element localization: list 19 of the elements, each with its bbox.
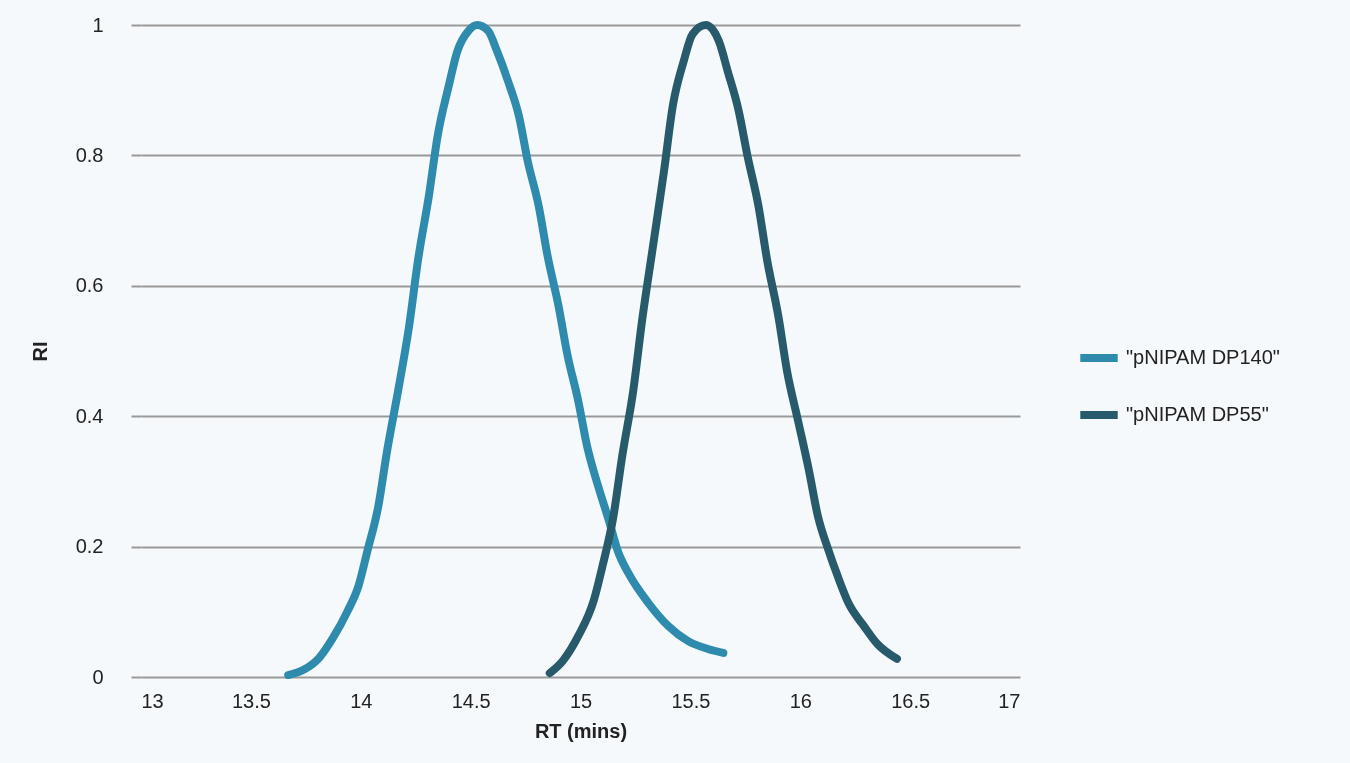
x-tick-label: 16.5 [891, 689, 931, 712]
y-tick-label: 0.2 [75, 535, 104, 558]
x-tick-label: 13 [141, 689, 164, 712]
legend-label: "pNIPAM DP55" [1126, 403, 1269, 425]
x-tick-label: 17 [998, 689, 1021, 712]
y-tick-label: 0.4 [75, 404, 104, 427]
y-tick-label: 0 [92, 665, 104, 688]
x-tick-label: 16 [789, 689, 812, 712]
x-tick-label: 14 [350, 689, 373, 712]
y-tick-label: 0.8 [75, 143, 104, 166]
x-tick-label: 15.5 [671, 689, 711, 712]
y-axis-title: RI [28, 341, 51, 362]
x-axis-title: RT (mins) [534, 719, 628, 742]
y-tick-label: 0.6 [75, 274, 104, 297]
x-tick-label: 13.5 [231, 689, 271, 712]
x-tick-label: 14.5 [451, 689, 491, 712]
x-tick-label: 15 [569, 689, 593, 712]
legend-label: "pNIPAM DP140" [1126, 346, 1280, 368]
y-tick-label: 1 [92, 13, 104, 36]
